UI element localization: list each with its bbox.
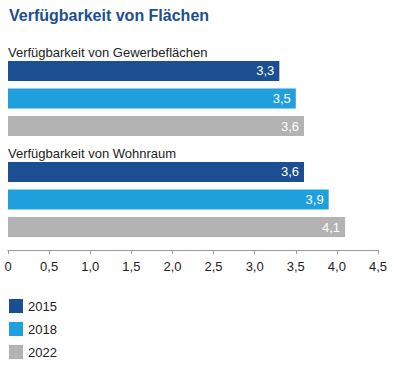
svg-text:1,0: 1,0 bbox=[81, 259, 99, 274]
svg-text:2022: 2022 bbox=[28, 345, 57, 360]
svg-text:Verfügbarkeit von Wohnraum: Verfügbarkeit von Wohnraum bbox=[8, 146, 176, 161]
svg-text:0,5: 0,5 bbox=[40, 259, 58, 274]
svg-text:2015: 2015 bbox=[28, 299, 57, 314]
svg-text:Verfügbarkeit von Gewerbefläch: Verfügbarkeit von Gewerbeflächen bbox=[8, 45, 207, 60]
svg-text:0: 0 bbox=[4, 259, 11, 274]
svg-text:2,0: 2,0 bbox=[163, 259, 181, 274]
svg-text:3,0: 3,0 bbox=[246, 259, 264, 274]
svg-text:4,0: 4,0 bbox=[328, 259, 346, 274]
svg-text:Verfügbarkeit von Flächen: Verfügbarkeit von Flächen bbox=[9, 7, 209, 24]
svg-text:3,5: 3,5 bbox=[273, 91, 291, 106]
svg-text:3,6: 3,6 bbox=[281, 119, 299, 134]
svg-text:4,5: 4,5 bbox=[369, 259, 387, 274]
svg-text:2018: 2018 bbox=[28, 322, 57, 337]
svg-text:3,3: 3,3 bbox=[256, 63, 274, 78]
svg-text:3,9: 3,9 bbox=[306, 192, 324, 207]
svg-text:2,5: 2,5 bbox=[205, 259, 223, 274]
svg-text:3,6: 3,6 bbox=[281, 164, 299, 179]
svg-text:4,1: 4,1 bbox=[322, 220, 340, 235]
svg-text:3,5: 3,5 bbox=[287, 259, 305, 274]
svg-text:1,5: 1,5 bbox=[122, 259, 140, 274]
